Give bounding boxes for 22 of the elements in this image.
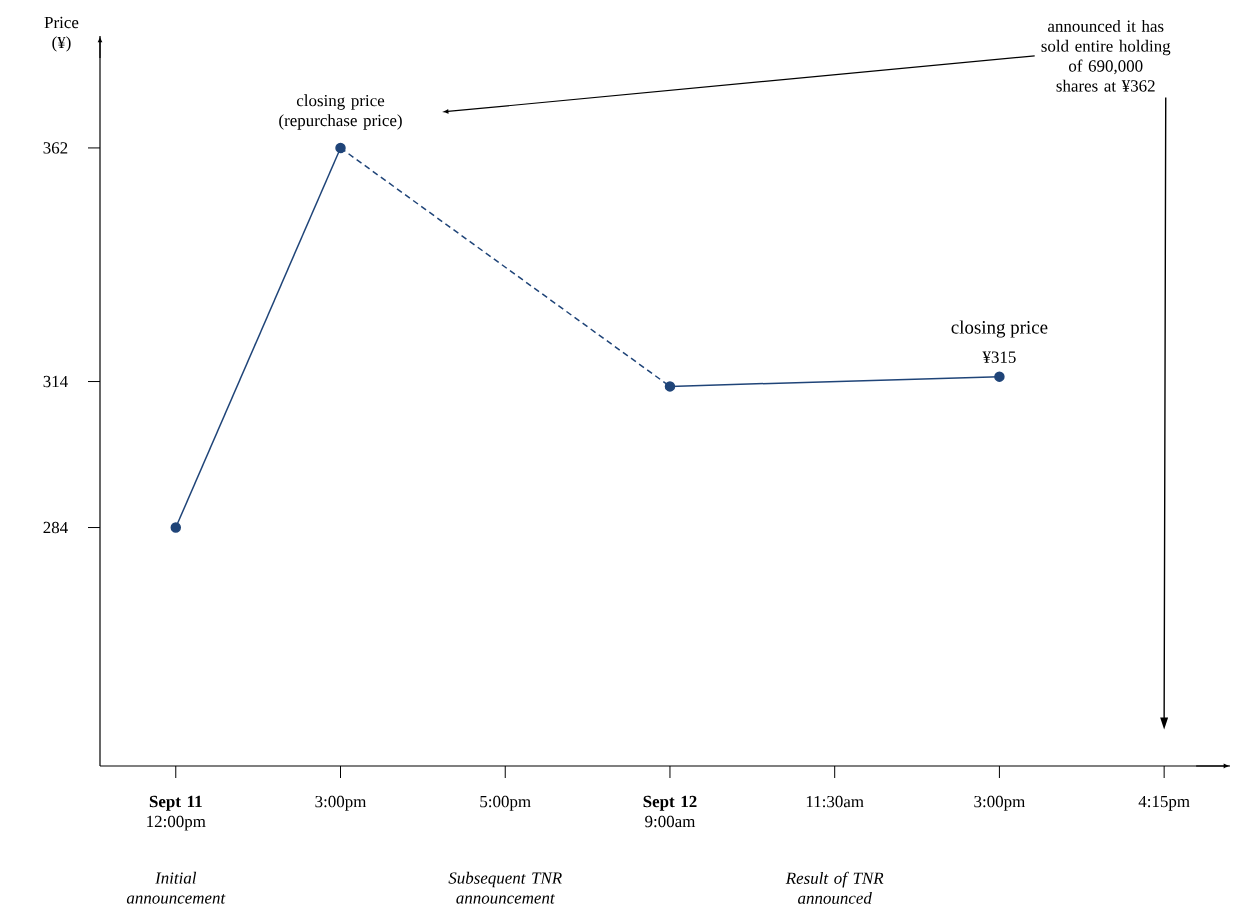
text: Subsequent TNR announcement — [448, 871, 562, 904]
annotation: closing price — [951, 320, 1048, 338]
x-tick-label: 5:00pm — [480, 795, 531, 811]
x-tick-label: Sept 12 9:00am — [643, 795, 697, 828]
y-tick-label: 284 — [43, 521, 68, 534]
point — [664, 381, 676, 392]
point — [335, 142, 346, 154]
y-tick-label: 314 — [43, 375, 68, 388]
text: Initial announcement — [126, 871, 226, 904]
x-tick-label: 11:30am — [806, 795, 864, 808]
x-tick-label: 3:00pm — [974, 795, 1026, 811]
point — [994, 371, 1005, 382]
x-tick-label: Sept 11 12:00pm — [147, 795, 206, 831]
x-tick-label: 3:00pm — [315, 795, 367, 811]
data-label: ¥315 — [982, 351, 1016, 363]
annotation: announced it has sold entire holding of 690,000 shares at ¥362 — [1041, 19, 1171, 92]
point — [170, 522, 182, 533]
x-tick-label: 4:15pm — [1138, 795, 1190, 811]
text: Result of TNR announced — [785, 871, 884, 904]
annotation: closing price (repurchase price) — [279, 94, 402, 130]
y-tick-label: 362 — [43, 142, 68, 154]
y-axis-title: Price (¥) — [44, 16, 79, 52]
